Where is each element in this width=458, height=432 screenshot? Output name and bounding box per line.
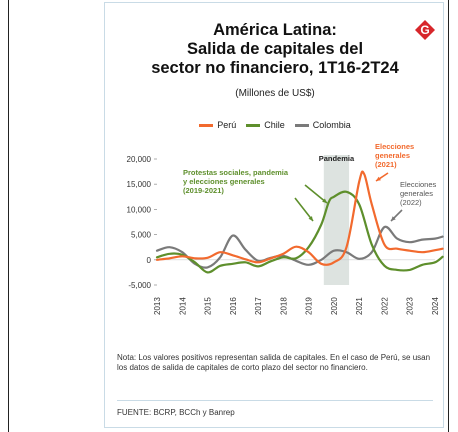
arrow-protestas-1-head xyxy=(308,216,313,221)
arrow-elecciones-2022-head xyxy=(391,216,396,221)
chart-subtitle: (Millones de US$) xyxy=(235,88,315,99)
annotation-protestas: y elecciones generales xyxy=(183,177,265,186)
pandemic-band xyxy=(323,155,350,285)
x-tick-label: 2018 xyxy=(279,297,288,315)
note-divider xyxy=(117,400,433,401)
legend-item-chile: Chile xyxy=(246,120,285,130)
x-tick-label: 2022 xyxy=(380,297,389,315)
arrow-protestas-1 xyxy=(294,197,314,222)
annotation-elecciones-2022: (2022) xyxy=(400,198,422,207)
y-tick-label: 0 xyxy=(147,256,152,265)
legend-swatch-colombia xyxy=(294,123,309,127)
y-tick-label: 15,000 xyxy=(127,180,152,189)
x-tick-label: 2021 xyxy=(355,297,364,315)
chart-source: FUENTE: BCRP, BCCh y Banrep xyxy=(117,408,235,417)
frame-right-border xyxy=(448,0,449,432)
legend-label-colombia: Colombia xyxy=(312,120,351,130)
annotation-protestas: Protestas sociales, pandemia xyxy=(183,168,289,177)
chart-title-line-2: Salida de capitales del xyxy=(186,40,364,58)
arrow-protestas-2 xyxy=(304,184,328,204)
chart-legend: Perú Chile Colombia xyxy=(105,120,445,130)
line-chart: Pandemia20,00015,00010,0005,0000-5,00020… xyxy=(127,143,444,315)
y-tick-label: -5,000 xyxy=(128,281,151,290)
x-tick-label: 2019 xyxy=(305,297,314,315)
frame-left-border xyxy=(8,0,9,432)
chart-card: América Latina: Salida de capitales del … xyxy=(104,2,444,428)
y-tick-label: 20,000 xyxy=(127,155,152,164)
series-line-peru xyxy=(155,170,444,266)
series-line-chile xyxy=(155,190,444,274)
gestion-logo-icon: G xyxy=(415,20,435,40)
x-tick-label: 2020 xyxy=(330,297,339,315)
x-tick-label: 2024 xyxy=(431,297,440,315)
chart-note: Nota: Los valores positivos representan … xyxy=(117,353,431,372)
annotation-pandemia: Pandemia xyxy=(319,154,355,163)
legend-swatch-peru xyxy=(199,123,214,127)
annotation-elecciones-2021: generales xyxy=(375,151,410,160)
arrow-elecciones-2021-head xyxy=(376,176,381,181)
series-line-colombia xyxy=(155,225,444,269)
chart-title-line-3: sector no financiero, 1T16-2T24 xyxy=(151,59,399,77)
x-tick-label: 2023 xyxy=(406,297,415,315)
annotation-elecciones-2021: Elecciones xyxy=(375,143,414,151)
arrow-protestas-2-head xyxy=(322,198,327,203)
x-tick-label: 2013 xyxy=(153,297,162,315)
annotation-protestas: (2019-2021) xyxy=(183,186,224,195)
legend-item-peru: Perú xyxy=(199,120,236,130)
legend-item-colombia: Colombia xyxy=(294,120,351,130)
x-tick-label: 2016 xyxy=(229,297,238,315)
legend-label-peru: Perú xyxy=(217,120,237,130)
logo-letter: G xyxy=(420,23,429,37)
annotation-elecciones-2022: generales xyxy=(400,189,433,198)
y-tick-label: 10,000 xyxy=(127,205,152,214)
x-tick-label: 2015 xyxy=(204,297,213,315)
annotation-elecciones-2022: Elecciones xyxy=(400,180,437,189)
legend-label-chile: Chile xyxy=(264,120,285,130)
y-tick-label: 5,000 xyxy=(131,231,152,240)
x-tick-label: 2014 xyxy=(178,297,187,315)
legend-swatch-chile xyxy=(246,123,261,127)
x-tick-label: 2017 xyxy=(254,297,263,315)
chart-title-line-1: América Latina: xyxy=(213,21,337,39)
annotation-elecciones-2021: (2021) xyxy=(375,160,397,169)
